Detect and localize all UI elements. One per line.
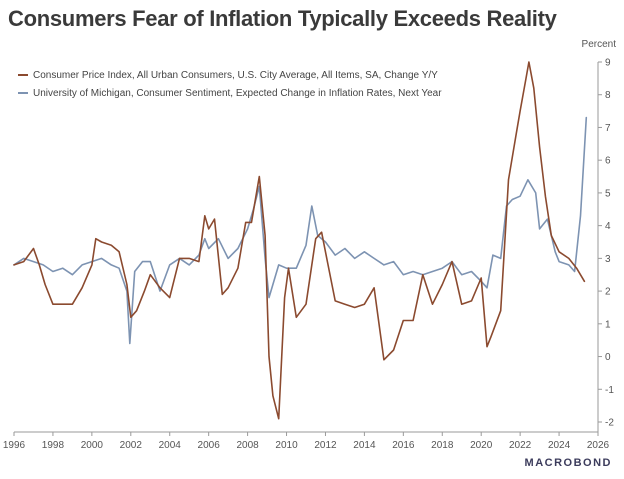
y-tick-label: 0: [605, 352, 611, 363]
y-tick-label: 9: [605, 58, 611, 69]
x-tick-label: 2024: [548, 440, 571, 451]
x-tick-label: 2014: [353, 440, 376, 451]
x-tick-label: 2008: [236, 440, 259, 451]
x-tick-label: 2026: [587, 440, 610, 451]
legend: Consumer Price Index, All Urban Consumer…: [18, 66, 442, 102]
x-tick-label: 1996: [3, 440, 26, 451]
x-tick-label: 2000: [81, 440, 104, 451]
x-tick-label: 2018: [431, 440, 454, 451]
x-tick-label: 1998: [42, 440, 65, 451]
x-tick-label: 2006: [198, 440, 221, 451]
x-tick-label: 2010: [275, 440, 298, 451]
x-tick-label: 2020: [470, 440, 493, 451]
y-tick-label: 5: [605, 188, 611, 199]
legend-swatch-umich: [18, 92, 28, 94]
x-tick-label: 2002: [120, 440, 143, 451]
legend-swatch-cpi: [18, 74, 28, 76]
y-tick-label: 6: [605, 156, 611, 167]
y-axis-unit-label: Percent: [581, 39, 616, 50]
y-tick-label: 4: [605, 221, 611, 232]
y-tick-label: 7: [605, 123, 611, 134]
x-tick-label: 2012: [314, 440, 337, 451]
x-tick-label: 2016: [392, 440, 415, 451]
chart-title: Consumers Fear of Inflation Typically Ex…: [8, 6, 557, 31]
y-tick-label: -1: [605, 385, 614, 396]
legend-item-umich: University of Michigan, Consumer Sentime…: [18, 84, 442, 102]
legend-label-umich: University of Michigan, Consumer Sentime…: [33, 87, 442, 99]
y-tick-label: 2: [605, 287, 611, 298]
legend-item-cpi: Consumer Price Index, All Urban Consumer…: [18, 66, 442, 84]
legend-label-cpi: Consumer Price Index, All Urban Consumer…: [33, 69, 438, 81]
macrobond-logo: MACROBOND: [524, 457, 612, 469]
y-tick-label: -2: [605, 418, 614, 429]
series-line-cpi: [13, 61, 586, 420]
x-tick-label: 2022: [509, 440, 532, 451]
x-tick-label: 2004: [159, 440, 182, 451]
y-tick-label: 8: [605, 90, 611, 101]
y-tick-label: 3: [605, 254, 611, 265]
y-tick-label: 1: [605, 319, 611, 330]
